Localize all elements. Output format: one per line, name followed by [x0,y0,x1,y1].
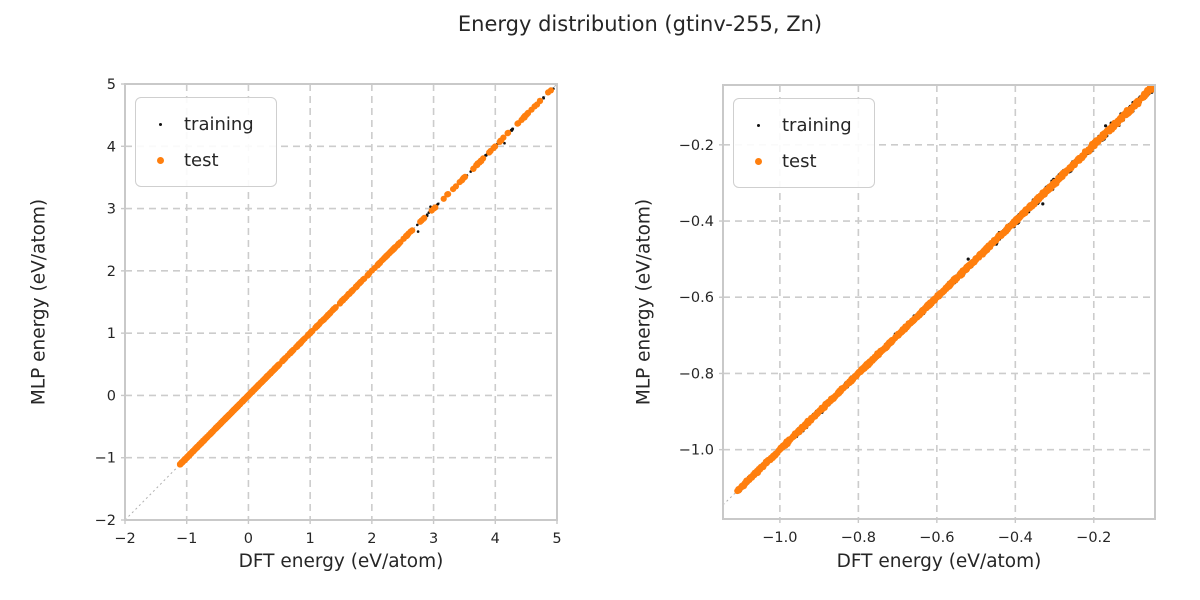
svg-text:−2: −2 [95,513,116,529]
svg-text:−0.6: −0.6 [919,530,954,546]
svg-text:4: 4 [107,139,116,155]
svg-text:−1.0: −1.0 [679,443,714,459]
legend-item-test: test [734,143,852,179]
right-legend: training test [733,98,875,188]
left-legend: training test [135,97,277,187]
svg-text:−0.2: −0.2 [679,138,714,154]
legend-item-test: test [136,142,254,178]
svg-text:−1: −1 [95,451,116,467]
left-plot-canvas: −2 −1 0 1 2 3 4 5 −2 −1 0 1 2 3 4 5 [95,77,562,547]
right-plot: −1.0 −0.8 −0.6 −0.4 −0.2 −1.0 −0.8 −0.6 −0.4 −0.2… [679,84,1156,546]
svg-text:−0.2: −0.2 [1076,530,1111,546]
legend-item-training: training [136,106,254,142]
svg-text:−0.6: −0.6 [679,290,714,306]
svg-text:5: 5 [552,531,561,547]
training-marker-icon [756,123,760,127]
svg-text:3: 3 [429,531,438,547]
training-marker-cell [136,122,184,126]
left-y-axis-label: MLP energy (eV/atom) [28,198,50,406]
data-layer [125,84,557,520]
svg-text:3: 3 [107,202,116,218]
test-marker-cell [734,157,782,165]
legend-label-training: training [782,114,852,136]
legend-item-training: training [734,107,852,143]
svg-text:−0.4: −0.4 [998,530,1033,546]
right-x-axis-label: DFT energy (eV/atom) [836,551,1042,572]
svg-text:−1: −1 [176,531,197,547]
svg-text:2: 2 [107,264,116,280]
data-layer [723,85,1155,506]
test-points [734,85,1155,495]
left-x-axis-label: DFT energy (eV/atom) [238,551,444,572]
right-plot-canvas: −1.0 −0.8 −0.6 −0.4 −0.2 −1.0 −0.8 −0.6 −0.4 −0.2 [679,84,1156,546]
figure-title: Energy distribution (gtinv-255, Zn) [457,12,823,36]
svg-text:1: 1 [306,531,315,547]
legend-label-training: training [184,113,254,135]
svg-text:−0.8: −0.8 [841,530,876,546]
legend-label-test: test [184,149,219,171]
right-y-axis-label: MLP energy (eV/atom) [633,198,655,406]
svg-text:5: 5 [107,77,116,93]
svg-text:−0.4: −0.4 [679,214,714,230]
svg-text:2: 2 [367,531,376,547]
svg-text:−1.0: −1.0 [762,530,797,546]
training-marker-icon [158,122,162,126]
test-marker-icon [754,157,762,165]
svg-text:−0.8: −0.8 [679,366,714,382]
svg-text:0: 0 [107,388,116,404]
test-points [176,87,554,468]
legend-label-test: test [782,150,817,172]
svg-text:−2: −2 [114,531,135,547]
test-marker-cell [136,156,184,164]
left-plot: −2 −1 0 1 2 3 4 5 −2 −1 0 1 2 3 4 5 training test [95,77,562,547]
svg-text:1: 1 [107,326,116,342]
svg-text:0: 0 [244,531,253,547]
test-marker-icon [156,156,164,164]
training-marker-cell [734,123,782,127]
svg-text:4: 4 [491,531,500,547]
